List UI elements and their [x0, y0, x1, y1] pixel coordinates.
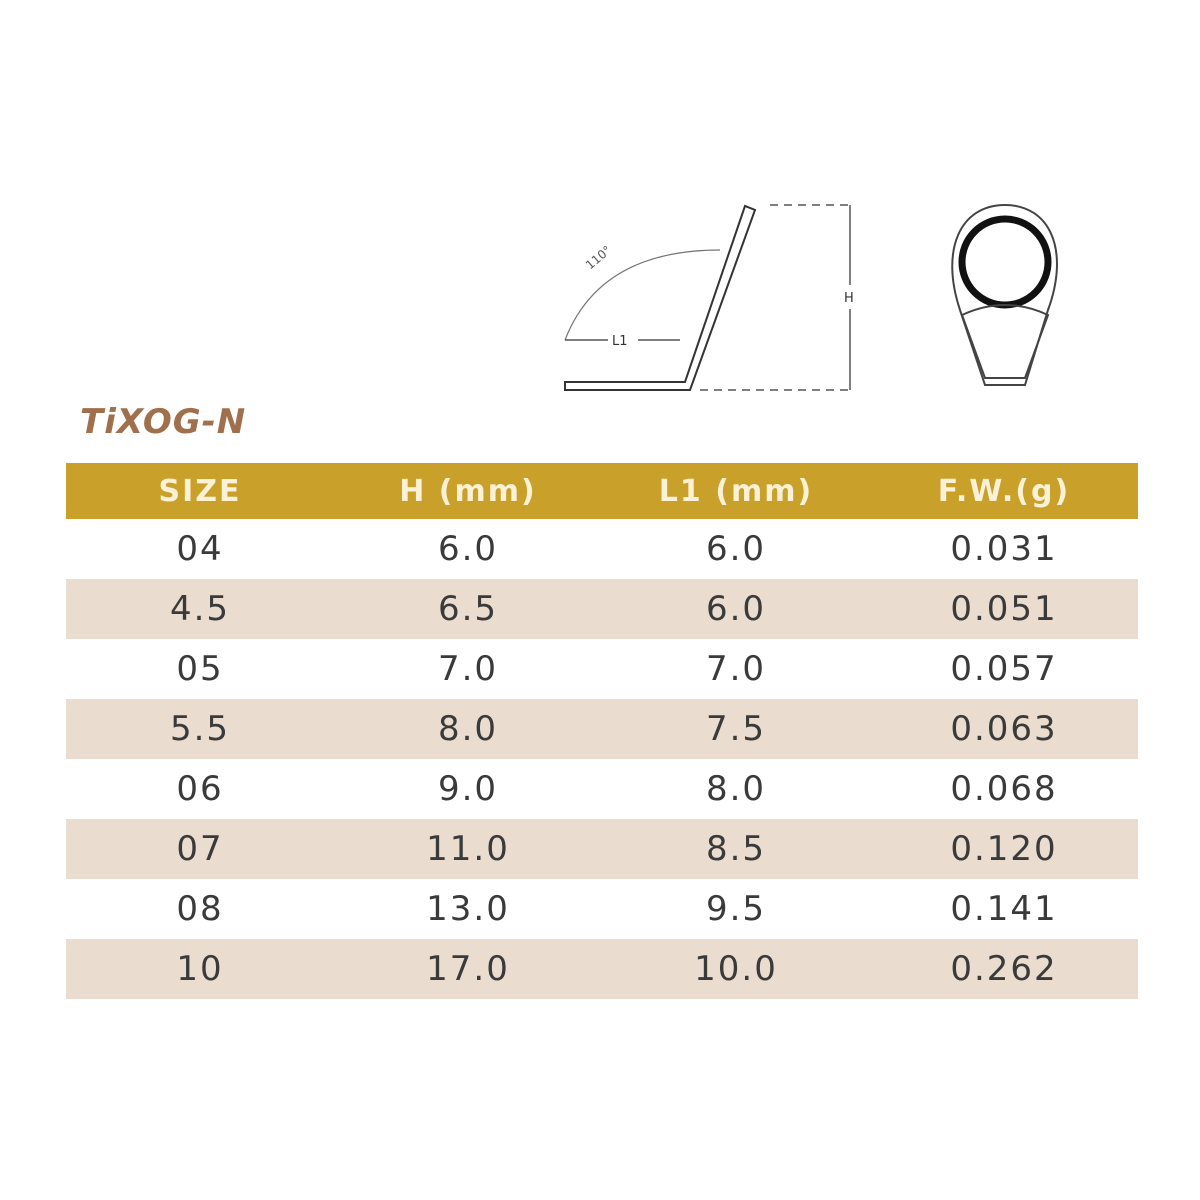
table-row: 5.5 8.0 7.5 0.063: [66, 699, 1138, 759]
cell-size: 4.5: [66, 579, 334, 639]
cell-size: 5.5: [66, 699, 334, 759]
cell-size: 08: [176, 889, 224, 929]
cell-h: 11.0: [334, 819, 602, 879]
table-row: 4.5 6.5 6.0 0.051: [66, 579, 1138, 639]
table-row: 08 13.0 9.5 0.141: [66, 879, 1138, 939]
header-h: H (mm): [334, 463, 602, 519]
table-row: 05 7.0 7.0 0.057: [66, 639, 1138, 699]
h-label: H: [844, 291, 854, 306]
cell-l1: 9.5: [705, 889, 767, 929]
l1-label: L1: [612, 334, 628, 349]
cell-fw: 0.063: [870, 699, 1138, 759]
cell-size: 06: [176, 769, 224, 809]
cell-l1: 6.0: [705, 529, 767, 569]
cell-h: 9.0: [437, 769, 499, 809]
product-title: TiXOG-N: [80, 402, 247, 442]
cell-h: 6.0: [437, 529, 499, 569]
cell-l1: 7.0: [705, 649, 767, 689]
table-row: 10 17.0 10.0 0.262: [66, 939, 1138, 999]
cell-h: 17.0: [334, 939, 602, 999]
cell-l1: 8.0: [705, 769, 767, 809]
cell-size: 07: [66, 819, 334, 879]
cell-h: 13.0: [426, 889, 510, 929]
table-row: 06 9.0 8.0 0.068: [66, 759, 1138, 819]
cell-h: 8.0: [334, 699, 602, 759]
side-view-guide: [564, 204, 851, 391]
front-view-guide: [951, 203, 1058, 386]
cell-size: 10: [66, 939, 334, 999]
cell-size: 04: [176, 529, 224, 569]
cell-fw: 0.057: [950, 649, 1058, 689]
cell-fw: 0.120: [870, 819, 1138, 879]
header-l1: L1 (mm): [602, 463, 870, 519]
cell-fw: 0.031: [950, 529, 1058, 569]
table-row: 04 6.0 6.0 0.031: [66, 519, 1138, 579]
cell-fw: 0.051: [870, 579, 1138, 639]
cell-h: 7.0: [437, 649, 499, 689]
angle-label: 110°: [583, 243, 614, 272]
header-size: SIZE: [66, 463, 334, 519]
table-row: 07 11.0 8.5 0.120: [66, 819, 1138, 879]
guide-diagram: 110° L1 H: [564, 203, 1058, 391]
cell-l1: 10.0: [602, 939, 870, 999]
cell-size: 05: [176, 649, 224, 689]
table-header-row: SIZE H (mm) L1 (mm) F.W.(g): [66, 463, 1138, 519]
header-fw: F.W.(g): [870, 463, 1138, 519]
cell-fw: 0.068: [950, 769, 1058, 809]
cell-l1: 6.0: [602, 579, 870, 639]
cell-l1: 8.5: [602, 819, 870, 879]
cell-fw: 0.141: [950, 889, 1058, 929]
cell-h: 6.5: [334, 579, 602, 639]
cell-fw: 0.262: [870, 939, 1138, 999]
spec-table: SIZE H (mm) L1 (mm) F.W.(g) 04 6.0 6.0 0.03…: [66, 463, 1138, 999]
cell-l1: 7.5: [602, 699, 870, 759]
